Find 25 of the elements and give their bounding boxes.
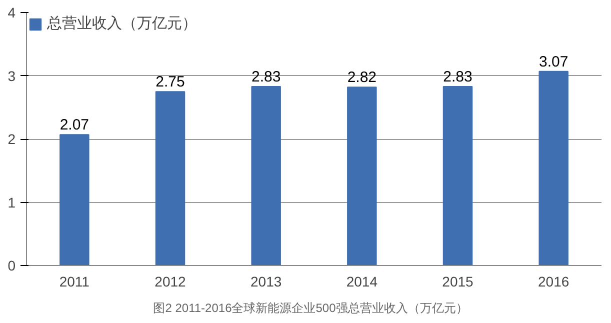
x-tick-label: 2015: [442, 274, 474, 290]
x-tick-label: 2016: [538, 274, 570, 290]
bar: [155, 91, 186, 266]
bar: [442, 86, 473, 266]
x-tick-label: 2011: [59, 274, 90, 290]
bar: [347, 86, 377, 266]
bar: [538, 70, 568, 266]
data-label: 2.82: [347, 69, 377, 86]
bar: [251, 86, 281, 266]
y-tick-label: 1: [8, 194, 16, 210]
x-tick-label: 2012: [154, 274, 186, 290]
data-label: 2.07: [60, 116, 90, 134]
data-label: 2.75: [156, 74, 185, 91]
bar: [60, 134, 90, 266]
y-tick-label: 4: [8, 4, 16, 20]
legend-label: 总营业收入（万亿元）: [47, 14, 197, 33]
x-tick-label: 2014: [346, 274, 378, 290]
caption: 图2 2011-2016全球新能源企业500强总营业收入（万亿元）: [153, 300, 468, 317]
x-tick-label: 2013: [250, 274, 282, 290]
y-tick-label: 3: [8, 68, 16, 84]
y-tick-label: 2: [8, 131, 16, 147]
y-tick-label: 0: [8, 258, 16, 274]
data-label: 2.83: [251, 68, 281, 86]
data-label: 3.07: [538, 53, 568, 70]
data-label: 2.83: [443, 68, 472, 86]
